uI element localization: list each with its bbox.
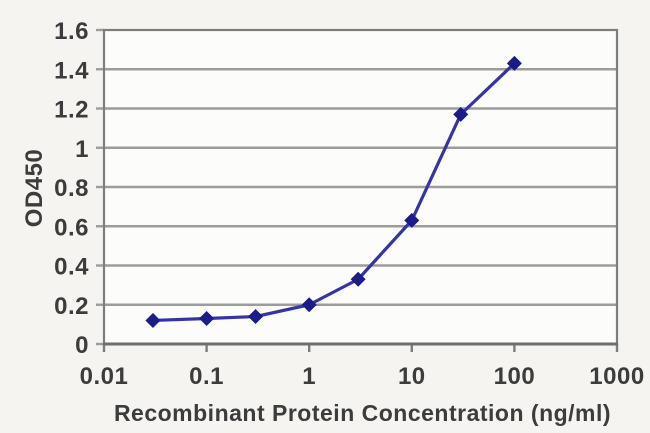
x-tick-label: 1: [302, 363, 316, 390]
y-tick-label: 0.8: [54, 175, 89, 202]
y-tick-label: 0.6: [54, 214, 89, 241]
x-tick-label: 1000: [589, 363, 644, 390]
data-point-marker: [199, 310, 215, 326]
data-point-marker: [145, 312, 161, 328]
data-point-marker: [248, 309, 264, 325]
y-tick-label: 1: [75, 136, 89, 163]
series-line: [151, 61, 517, 323]
y-tick-label: 0.2: [54, 293, 89, 320]
y-axis-title: OD450: [21, 149, 48, 228]
data-point-marker: [453, 106, 469, 122]
data-point-marker: [506, 55, 522, 71]
data-series: [145, 55, 522, 328]
y-tick-label: 0.4: [54, 254, 89, 281]
x-tick-label: 100: [494, 363, 536, 390]
tick-labels: 0 0.2 0.4 0.6 0.8 1 1.2 1.4 1.6 0.01 0.1 1 10 100 1000: [54, 18, 644, 390]
axis-ticks: [96, 28, 619, 352]
data-point-marker: [350, 271, 366, 287]
data-point-marker: [301, 297, 317, 313]
data-point-marker: [404, 212, 420, 228]
y-tick-label: 1.6: [54, 18, 89, 45]
y-tick-label: 0: [75, 332, 89, 359]
y-tick-label: 1.4: [54, 57, 89, 84]
x-tick-label: 10: [398, 363, 426, 390]
x-tick-label: 0.1: [189, 363, 224, 390]
plot-border: [102, 28, 619, 346]
y-tick-label: 1.2: [54, 97, 89, 124]
x-axis-title: Recombinant Protein Concentration (ng/ml…: [114, 400, 611, 426]
gridlines: [104, 68, 617, 306]
x-tick-label: 0.01: [80, 363, 129, 390]
